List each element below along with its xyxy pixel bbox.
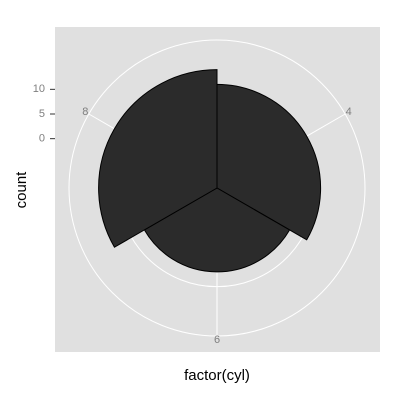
x-axis-title: factor(cyl) bbox=[184, 367, 250, 384]
y-axis: 0 5 10 bbox=[33, 83, 55, 145]
x-tick-label-8: 8 bbox=[82, 106, 88, 118]
x-tick-label-4: 4 bbox=[346, 106, 352, 118]
bars-layer bbox=[98, 69, 322, 273]
y-tick-label: 5 bbox=[39, 108, 45, 120]
bar-8 bbox=[98, 69, 218, 248]
y-axis-title: count bbox=[13, 171, 30, 209]
bar-6 bbox=[143, 187, 291, 273]
bar-4 bbox=[216, 83, 322, 241]
x-tick-label-6: 6 bbox=[214, 334, 220, 346]
y-tick-label: 0 bbox=[39, 133, 45, 145]
x-tick-labels: 4 6 8 bbox=[82, 106, 351, 346]
y-tick-label: 10 bbox=[33, 83, 45, 95]
